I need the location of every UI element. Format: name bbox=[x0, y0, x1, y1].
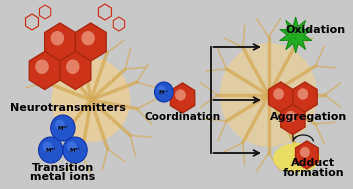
Polygon shape bbox=[29, 51, 60, 90]
Circle shape bbox=[158, 85, 165, 94]
Polygon shape bbox=[76, 23, 106, 61]
Circle shape bbox=[50, 31, 64, 45]
Polygon shape bbox=[280, 17, 312, 53]
Text: Mⁿ⁺: Mⁿ⁺ bbox=[45, 147, 56, 153]
Circle shape bbox=[298, 88, 308, 100]
Circle shape bbox=[51, 115, 75, 141]
Polygon shape bbox=[295, 141, 318, 169]
Circle shape bbox=[67, 142, 77, 152]
Circle shape bbox=[155, 82, 173, 102]
Text: Neurotransmitters: Neurotransmitters bbox=[10, 103, 125, 113]
Circle shape bbox=[175, 89, 186, 101]
Circle shape bbox=[63, 137, 87, 163]
Circle shape bbox=[35, 60, 49, 74]
Circle shape bbox=[286, 111, 296, 122]
Text: Oxidation: Oxidation bbox=[285, 25, 345, 35]
Text: Mⁿ⁺: Mⁿ⁺ bbox=[70, 147, 80, 153]
Circle shape bbox=[43, 142, 53, 152]
Text: Transition: Transition bbox=[32, 163, 94, 173]
Circle shape bbox=[55, 120, 65, 130]
Circle shape bbox=[82, 31, 95, 45]
Text: Aggregation: Aggregation bbox=[270, 112, 347, 122]
Text: Mⁿ⁺: Mⁿ⁺ bbox=[158, 90, 169, 94]
Polygon shape bbox=[269, 82, 293, 112]
Circle shape bbox=[66, 60, 79, 74]
Text: Adduct: Adduct bbox=[291, 158, 335, 168]
Text: formation: formation bbox=[283, 168, 344, 178]
Text: metal ions: metal ions bbox=[30, 172, 96, 182]
Circle shape bbox=[38, 137, 63, 163]
Polygon shape bbox=[45, 23, 76, 61]
Circle shape bbox=[52, 58, 130, 142]
Polygon shape bbox=[60, 51, 91, 90]
Polygon shape bbox=[281, 105, 305, 135]
Text: Coordination: Coordination bbox=[144, 112, 221, 122]
Polygon shape bbox=[293, 82, 317, 112]
Circle shape bbox=[220, 43, 317, 147]
Text: Mⁿ⁺: Mⁿ⁺ bbox=[58, 125, 68, 130]
Ellipse shape bbox=[273, 143, 320, 173]
Circle shape bbox=[300, 147, 310, 157]
Circle shape bbox=[273, 88, 284, 100]
Polygon shape bbox=[170, 83, 195, 113]
